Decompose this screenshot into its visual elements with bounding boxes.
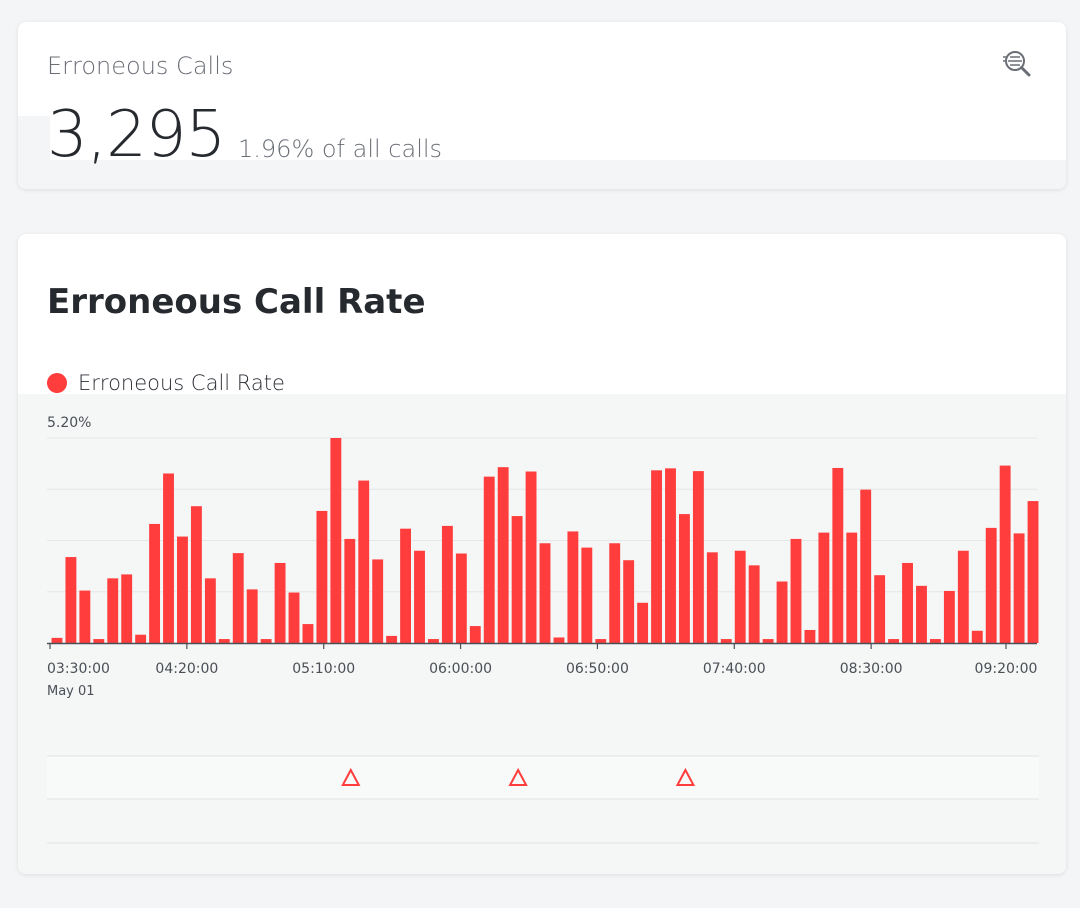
bar[interactable] [65,557,77,643]
card-left-band [18,116,50,160]
legend-swatch [47,373,67,393]
bar[interactable] [999,465,1011,643]
x-axis-tick-label: 09:20:00 [975,661,1038,677]
bar[interactable] [623,560,635,643]
bar[interactable] [581,547,593,643]
x-axis-tick-label: 08:30:00 [840,661,903,677]
x-axis-tick-label: 06:00:00 [429,661,492,677]
bar[interactable] [985,527,997,643]
erroneous-call-rate-card: Erroneous Call Rate Erroneous Call Rate … [18,234,1066,874]
bar[interactable] [455,553,467,643]
bar[interactable] [344,538,356,643]
bar[interactable] [288,592,300,643]
bar[interactable] [651,470,662,643]
bar[interactable] [316,510,328,643]
bar[interactable] [177,536,188,643]
bar[interactable] [609,543,621,643]
legend-label: Erroneous Call Rate [78,371,285,395]
bar[interactable] [428,639,439,643]
bar[interactable] [971,630,983,643]
event-marker-icon[interactable] [341,767,361,786]
bar[interactable] [832,467,844,643]
bar[interactable] [121,574,133,643]
bar[interactable] [595,639,607,643]
x-axis-tick-label: 04:20:00 [155,661,218,677]
event-marker-icon[interactable] [675,767,696,786]
bar[interactable] [706,552,718,643]
bar[interactable] [232,553,244,643]
erroneous-calls-percentage: 1.96% of all calls [238,135,443,163]
x-axis-tick-label: 03:30:00 [47,661,110,677]
bar[interactable] [190,506,202,643]
bar[interactable] [874,575,886,643]
bar[interactable] [1013,533,1025,643]
bar-chart: 5.20% 03:30:00 04:20:00 05:10:00 06:00:00 06:… [47,415,1039,844]
bar[interactable] [860,489,872,643]
bar[interactable] [637,602,649,643]
x-axis-date-label: May 01 [47,684,95,699]
bar[interactable] [469,626,481,643]
y-axis-max-label: 5.20% [47,415,91,431]
legend-item-erroneous-call-rate[interactable]: Erroneous Call Rate [47,369,285,397]
bar[interactable] [441,525,453,643]
bar[interactable] [567,531,579,643]
bar[interactable] [734,550,746,643]
bar[interactable] [51,637,63,643]
bar[interactable] [302,624,314,643]
bar[interactable] [400,528,412,643]
x-axis-tick-label: 07:40:00 [703,661,766,677]
bar[interactable] [218,639,230,643]
x-axis-tick-label: 05:10:00 [292,661,355,677]
bar[interactable] [79,590,91,643]
bar[interactable] [163,473,174,643]
bar[interactable] [790,538,802,643]
bar[interactable] [497,467,509,643]
card-title: Erroneous Calls [47,52,234,80]
bar[interactable] [692,471,704,643]
bar[interactable] [149,523,161,643]
bar[interactable] [372,559,384,643]
bar[interactable] [846,532,858,643]
bar[interactable] [665,468,676,643]
bar[interactable] [511,516,523,643]
x-axis-tick-label: 06:50:00 [566,661,629,677]
bar[interactable] [260,639,272,643]
bar[interactable] [776,581,788,644]
bar[interactable] [678,514,690,643]
event-marker-icon[interactable] [508,767,528,786]
bar[interactable] [818,532,830,643]
analyze-button[interactable] [1000,46,1036,82]
bar[interactable] [943,590,955,643]
erroneous-calls-card: Erroneous Calls 3,295 1.96% of all calls [18,22,1066,189]
chart-title: Erroneous Call Rate [47,282,426,322]
bar[interactable] [539,543,551,643]
bar[interactable] [107,578,119,643]
bar[interactable] [135,634,147,643]
bar[interactable] [274,562,286,643]
bar[interactable] [525,471,537,643]
bar[interactable] [553,637,565,643]
bar[interactable] [358,480,370,643]
bar[interactable] [483,476,495,643]
search-list-icon [1003,51,1031,77]
bar[interactable] [804,629,816,643]
bar[interactable] [414,550,425,643]
bar[interactable] [916,585,927,643]
bar[interactable] [246,589,258,643]
bar[interactable] [929,639,941,643]
event-lane [47,756,1039,799]
bar[interactable] [957,550,969,643]
bar[interactable] [204,578,216,643]
bar[interactable] [720,639,732,643]
bar[interactable] [330,438,342,643]
bar[interactable] [93,639,105,643]
bar[interactable] [888,639,900,643]
bar[interactable] [1027,501,1039,643]
bar[interactable] [748,565,760,643]
bar[interactable] [762,639,774,643]
bar[interactable] [902,562,913,643]
card-footer-band [18,160,1066,189]
erroneous-calls-count: 3,295 [47,98,226,172]
bar[interactable] [386,635,398,643]
